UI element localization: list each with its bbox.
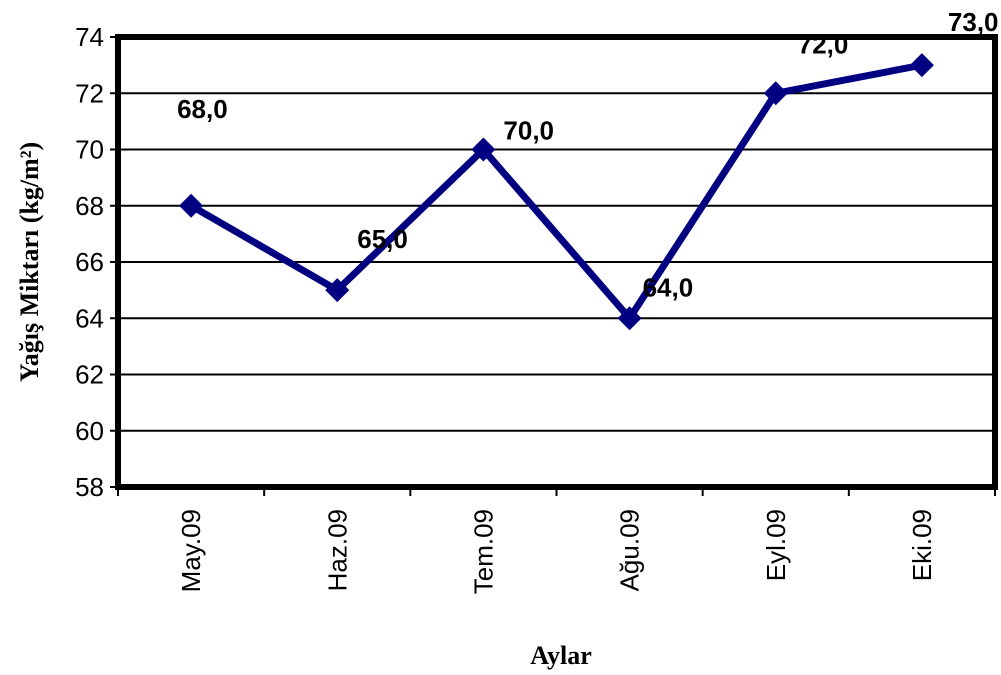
- y-tick-label: 60: [75, 416, 104, 446]
- y-tick-label: 74: [75, 22, 104, 52]
- y-tick-label: 64: [75, 303, 104, 333]
- data-label: 70,0: [503, 116, 554, 146]
- data-point-marker: [325, 278, 350, 303]
- y-tick-label: 70: [75, 135, 104, 165]
- data-point-marker: [471, 137, 496, 162]
- x-tick-label: Eyl.09: [761, 509, 791, 581]
- y-tick-label: 68: [75, 191, 104, 221]
- y-tick-label: 66: [75, 247, 104, 277]
- y-axis-ticks: 58 60 62 64 66 68 70 72 74: [75, 22, 118, 502]
- data-label: 64,0: [643, 272, 694, 302]
- data-label: 68,0: [177, 94, 228, 124]
- data-label: 65,0: [357, 224, 408, 254]
- x-tick-label: Eki.09: [907, 509, 937, 581]
- x-tick-label: May.09: [176, 509, 206, 592]
- gridlines: [118, 92, 995, 432]
- x-tick-label: Haz.09: [322, 509, 352, 591]
- data-labels: 68,0 65,0 70,0 64,0 72,0 73,0: [177, 7, 998, 302]
- y-tick-label: 58: [75, 472, 104, 502]
- data-point-marker: [909, 53, 934, 78]
- y-axis-title: Yağış Miktarı (kg/m²): [15, 142, 44, 382]
- data-label: 72,0: [798, 29, 849, 59]
- series-line: [189, 61, 923, 322]
- x-axis-title: Aylar: [530, 641, 592, 670]
- data-label: 73,0: [948, 7, 999, 37]
- data-point-marker: [763, 81, 788, 106]
- x-tick-label: Ağu.09: [615, 509, 645, 591]
- data-point-marker: [179, 193, 204, 218]
- x-axis-ticks: May.09 Haz.09 Tem.09 Ağu.09 Eyl.09 Eki.09: [117, 487, 996, 594]
- y-tick-label: 72: [75, 78, 104, 108]
- series: [179, 53, 934, 331]
- x-tick-label: Tem.09: [468, 509, 498, 594]
- data-point-marker: [617, 306, 642, 331]
- y-tick-label: 62: [75, 360, 104, 390]
